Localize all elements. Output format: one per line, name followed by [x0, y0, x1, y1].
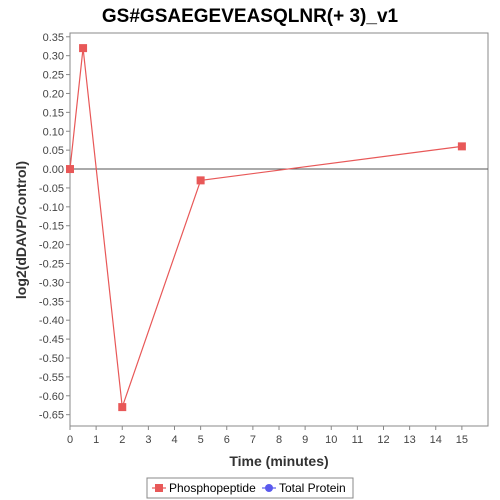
y-tick-label: -0.55 [39, 372, 64, 384]
y-tick-label: -0.10 [39, 202, 64, 214]
y-tick-label: -0.45 [39, 334, 64, 346]
x-tick-label: 8 [276, 434, 282, 446]
x-tick-label: 10 [325, 434, 337, 446]
data-point [457, 142, 466, 151]
data-point [79, 44, 88, 53]
x-tick-label: 15 [456, 434, 468, 446]
x-tick-label: 9 [302, 434, 308, 446]
x-axis-title: Time (minutes) [229, 453, 328, 469]
data-point [118, 403, 127, 412]
y-tick-label: 0.20 [43, 88, 64, 100]
x-tick-label: 7 [250, 434, 256, 446]
x-axis: 0 1 2 3 4 5 6 7 8 9 10 11 12 13 14 15 [67, 426, 468, 446]
x-tick-label: 3 [145, 434, 151, 446]
y-tick-label: -0.15 [39, 221, 64, 233]
y-tick-label: 0.25 [43, 70, 64, 82]
data-point [196, 176, 205, 185]
y-axis: 0.35 0.30 0.25 0.20 0.15 0.10 0.05 0.00 -0.05 -0.… [39, 32, 70, 422]
x-tick-label: 6 [224, 434, 230, 446]
y-tick-label: 0.05 [43, 145, 64, 157]
legend-label: Total Protein [279, 481, 346, 495]
x-tick-label: 4 [171, 434, 177, 446]
y-tick-label: -0.65 [39, 410, 64, 422]
legend-marker [265, 484, 273, 492]
x-tick-label: 14 [430, 434, 442, 446]
y-tick-label: 0.35 [43, 32, 64, 44]
x-tick-label: 0 [67, 434, 73, 446]
x-tick-label: 1 [93, 434, 99, 446]
y-tick-label: 0.00 [43, 164, 64, 176]
x-tick-label: 12 [377, 434, 389, 446]
y-tick-label: -0.50 [39, 353, 64, 365]
data-point [66, 165, 74, 174]
x-tick-label: 2 [119, 434, 125, 446]
y-tick-label: -0.60 [39, 391, 64, 403]
legend: Phosphopeptide Total Protein [146, 477, 354, 499]
y-tick-label: -0.35 [39, 296, 64, 308]
plot-area [69, 32, 489, 427]
series-layer [66, 44, 466, 412]
y-tick-label: -0.20 [39, 240, 64, 252]
y-tick-label: -0.25 [39, 259, 64, 271]
y-tick-label: -0.40 [39, 315, 64, 327]
x-tick-label: 11 [352, 434, 363, 446]
x-tick-label: 5 [198, 434, 204, 446]
y-tick-label: 0.30 [43, 51, 64, 63]
legend-border [146, 477, 354, 499]
y-tick-label: -0.05 [39, 183, 64, 195]
legend-label: Phosphopeptide [169, 481, 256, 495]
chart-title: GS#GSAEGEVEASQLNR(+ 3)_v1 [102, 6, 399, 27]
plot-border [69, 32, 489, 427]
legend-marker [155, 484, 163, 492]
x-tick-label: 13 [404, 434, 416, 446]
y-tick-label: 0.10 [43, 126, 64, 138]
y-tick-label: -0.30 [39, 277, 64, 289]
y-tick-label: 0.15 [43, 107, 64, 119]
y-axis-title: log2(dDAVP/Control) [13, 161, 29, 299]
